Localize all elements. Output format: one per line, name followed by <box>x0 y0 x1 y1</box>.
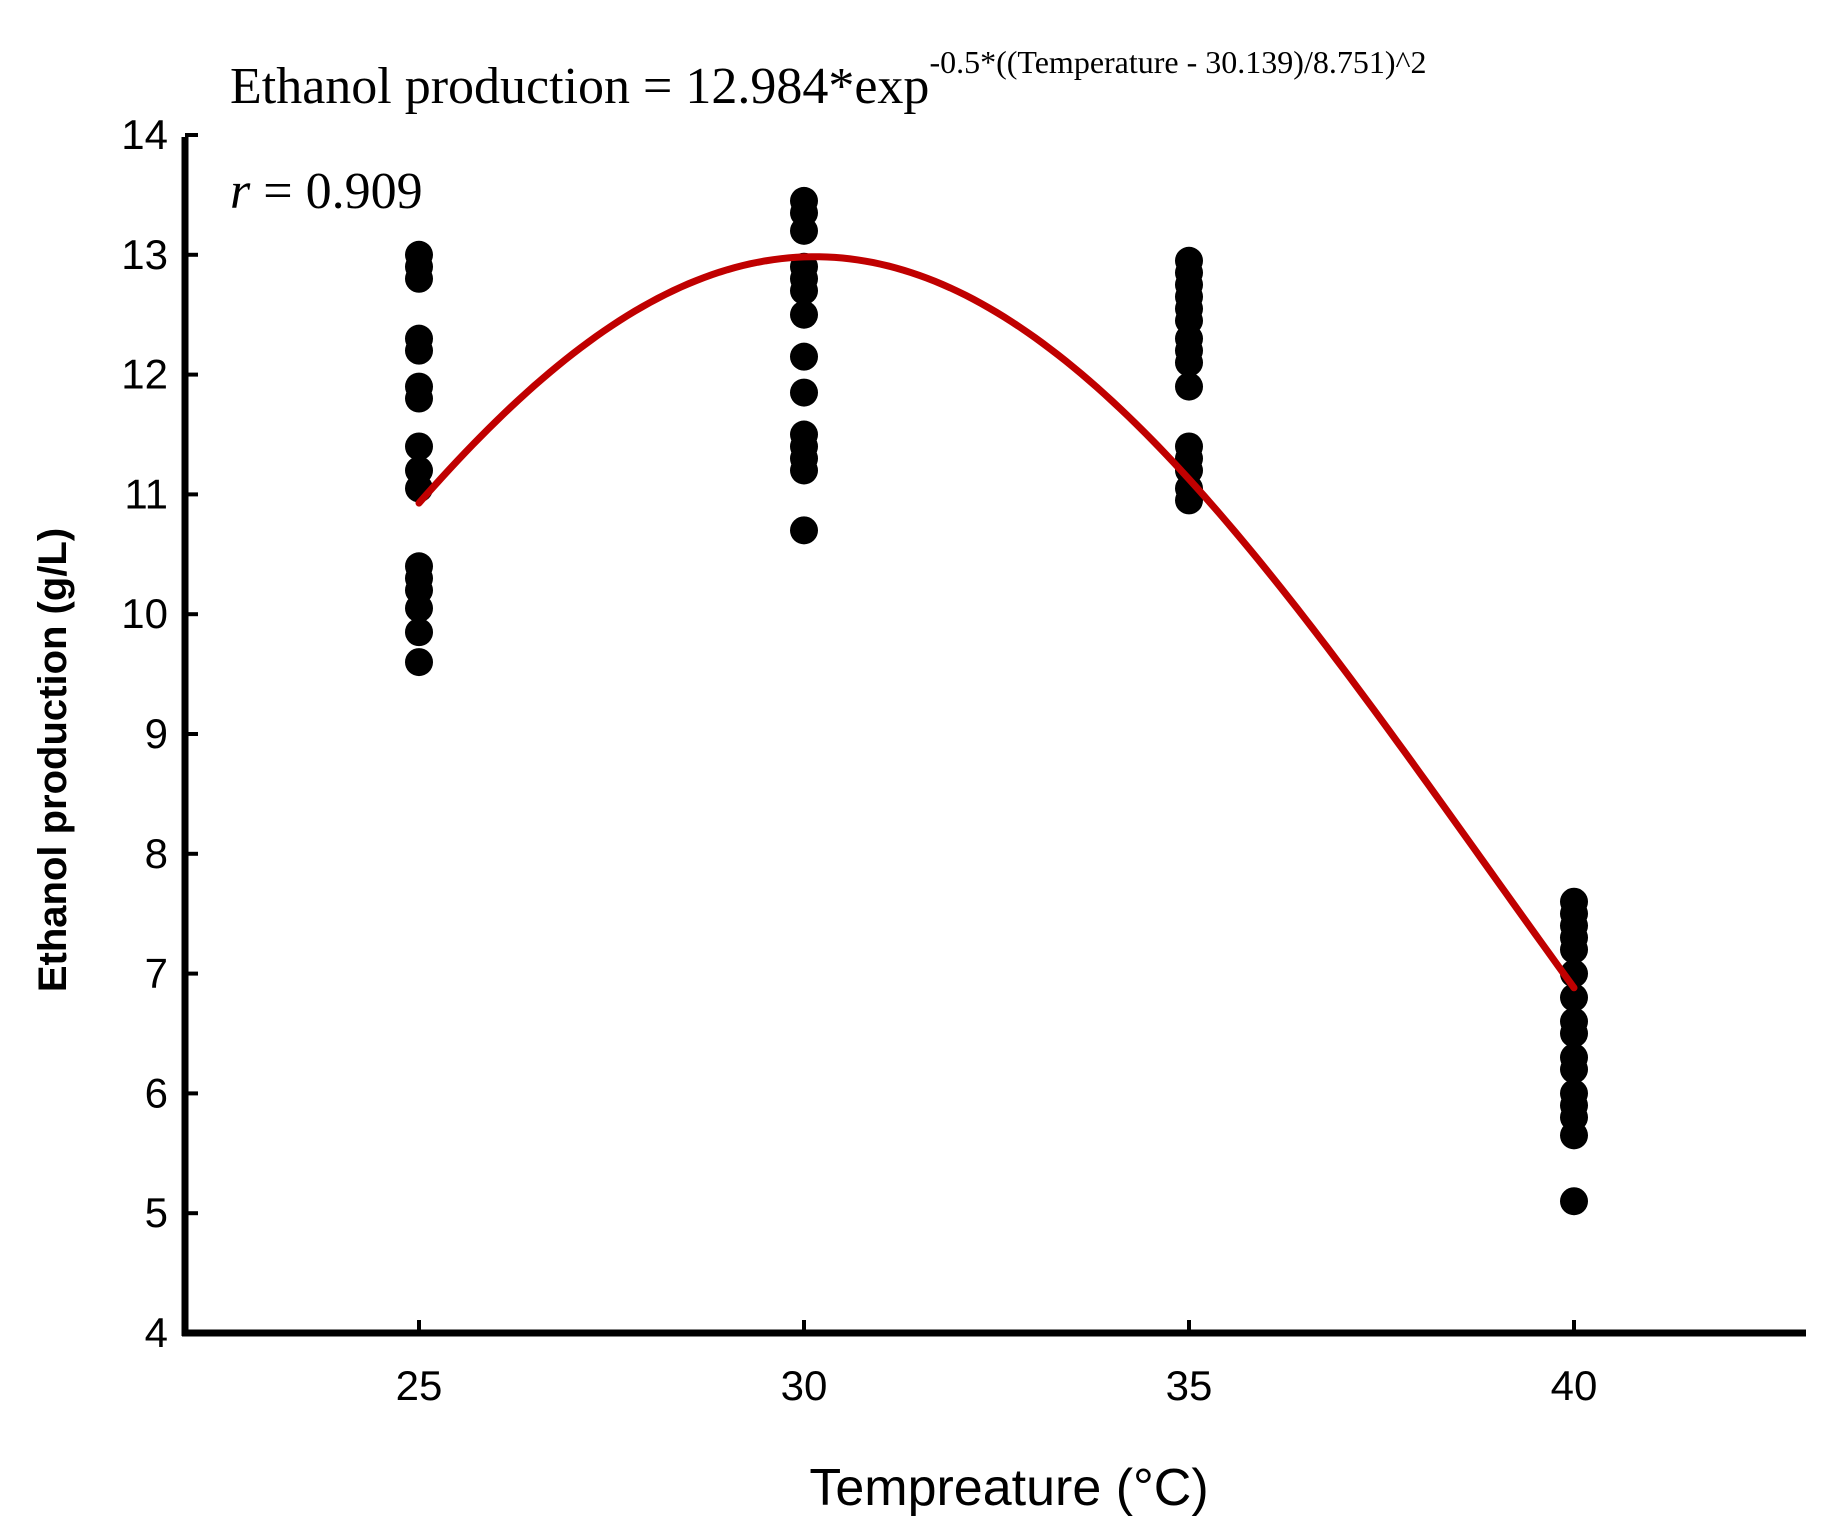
y-tick-label: 4 <box>145 1309 168 1356</box>
x-axis-label: Tempreature (°C) <box>809 1459 1208 1517</box>
x-tick-label: 25 <box>396 1362 443 1409</box>
data-point <box>790 216 818 245</box>
data-point <box>1175 372 1203 401</box>
y-tick-label: 5 <box>145 1189 168 1236</box>
data-point <box>790 276 818 305</box>
data-point <box>790 300 818 329</box>
y-tick-label: 8 <box>145 830 168 877</box>
y-tick-label: 12 <box>121 351 168 398</box>
y-tick-label: 6 <box>145 1069 168 1116</box>
correlation-annotation: r = 0.909 <box>230 163 423 220</box>
y-tick-label: 7 <box>145 950 168 997</box>
y-axis-label: Ethanol production (g/L) <box>31 528 75 992</box>
data-point <box>405 336 433 365</box>
fit-curve <box>415 253 1578 992</box>
x-tick-label: 40 <box>1551 1362 1598 1409</box>
data-point <box>790 342 818 371</box>
data-point <box>1560 983 1588 1012</box>
x-tick-label: 35 <box>1166 1362 1213 1409</box>
x-axis-ticks: 25 30 35 40 <box>396 1320 1598 1409</box>
y-tick-label: 13 <box>121 231 168 278</box>
data-point <box>405 594 433 623</box>
data-point <box>790 378 818 407</box>
data-point <box>1560 1121 1588 1150</box>
data-point <box>1560 935 1588 964</box>
data-point <box>405 432 433 461</box>
data-point <box>405 648 433 677</box>
data-point <box>1175 348 1203 377</box>
data-point <box>405 264 433 293</box>
data-point <box>1560 1019 1588 1048</box>
correlation-value: = 0.909 <box>250 163 422 220</box>
correlation-symbol: r <box>230 163 251 220</box>
chart-title-equation: Ethanol production = 12.984*exp-0.5*((Te… <box>230 44 1427 115</box>
equation-exponent: -0.5*((Temperature - 30.139)/8.751)^2 <box>929 44 1426 80</box>
x-tick-label: 30 <box>781 1362 828 1409</box>
data-point <box>790 456 818 485</box>
y-tick-label: 10 <box>121 590 168 637</box>
data-points <box>405 186 1588 1216</box>
equation-main: Ethanol production = 12.984*exp <box>230 58 929 115</box>
data-point <box>1560 1055 1588 1084</box>
data-point <box>1175 486 1203 515</box>
y-tick-label: 11 <box>124 470 168 517</box>
data-point <box>1560 1187 1588 1216</box>
data-point <box>405 384 433 413</box>
y-tick-label: 14 <box>121 111 168 158</box>
y-axis-ticks: 4 5 6 7 8 9 10 11 12 13 14 <box>121 111 198 1356</box>
y-tick-label: 9 <box>145 710 168 757</box>
data-point <box>405 618 433 647</box>
data-point <box>790 516 818 545</box>
